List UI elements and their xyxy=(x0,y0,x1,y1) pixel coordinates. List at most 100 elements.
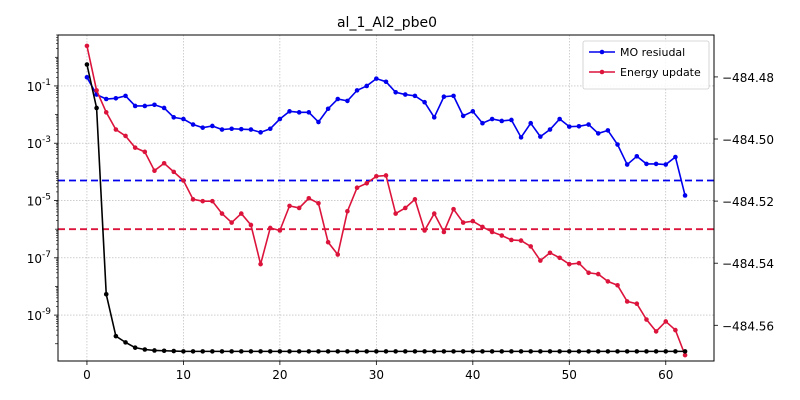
data-point xyxy=(605,279,611,284)
y-left-tick-label: 10-3 xyxy=(27,135,51,151)
data-point xyxy=(142,103,148,109)
data-point xyxy=(219,211,225,216)
data-point xyxy=(460,220,466,225)
data-point xyxy=(219,349,225,354)
data-point xyxy=(663,162,669,167)
data-point xyxy=(470,349,476,354)
data-point xyxy=(460,349,466,354)
data-point xyxy=(480,224,485,230)
data-point xyxy=(94,105,99,111)
data-point xyxy=(287,109,292,114)
legend-label: MO resiudal xyxy=(620,46,685,59)
data-point xyxy=(152,102,157,108)
data-point xyxy=(595,131,601,136)
data-point xyxy=(595,349,601,354)
data-point xyxy=(422,99,427,105)
data-point xyxy=(653,161,659,167)
data-point xyxy=(248,349,254,354)
data-point xyxy=(489,229,495,235)
data-point xyxy=(335,349,341,354)
data-point xyxy=(219,127,225,132)
data-point xyxy=(557,116,562,122)
data-point xyxy=(673,349,678,354)
y-right-tick-label: −484.54 xyxy=(722,257,774,271)
data-point xyxy=(480,120,485,126)
data-point xyxy=(364,180,370,186)
data-point xyxy=(412,93,418,99)
data-point xyxy=(431,115,437,120)
data-point xyxy=(538,258,543,263)
data-point xyxy=(383,173,389,178)
data-point xyxy=(615,349,620,354)
data-point xyxy=(345,98,350,104)
x-tick-label: 30 xyxy=(369,368,384,382)
x-tick-label: 50 xyxy=(562,368,577,382)
data-point xyxy=(103,110,109,115)
data-point xyxy=(210,198,215,204)
data-point xyxy=(103,96,109,102)
data-point xyxy=(451,93,456,99)
data-point xyxy=(229,220,234,225)
data-point xyxy=(576,124,582,129)
data-point xyxy=(682,193,688,198)
data-point xyxy=(123,133,128,139)
data-point xyxy=(190,122,196,127)
data-point xyxy=(422,349,427,354)
data-point xyxy=(142,149,148,155)
data-point xyxy=(499,118,505,124)
y-left-tick-label: 10-9 xyxy=(27,307,52,323)
data-point xyxy=(374,174,379,179)
data-point xyxy=(586,349,591,354)
data-point xyxy=(393,349,398,354)
y-left-tick-label: 10-7 xyxy=(27,250,51,266)
data-point xyxy=(354,88,360,93)
data-point xyxy=(586,270,591,276)
data-point xyxy=(277,228,283,233)
data-point xyxy=(682,349,688,354)
data-point xyxy=(509,237,514,243)
data-point xyxy=(566,349,572,354)
data-point xyxy=(624,162,630,167)
data-point xyxy=(152,348,157,353)
data-point xyxy=(296,205,302,211)
data-point xyxy=(615,282,620,288)
data-point xyxy=(238,126,244,132)
data-point xyxy=(113,96,119,101)
data-point xyxy=(634,301,640,307)
data-point xyxy=(325,239,331,245)
data-point xyxy=(518,349,524,354)
data-point xyxy=(682,352,688,358)
x-tick-label: 10 xyxy=(176,368,191,382)
x-tick-label: 40 xyxy=(465,368,480,382)
data-point xyxy=(576,260,582,266)
data-point xyxy=(364,83,370,89)
data-point xyxy=(605,128,611,133)
data-point xyxy=(441,349,447,354)
data-point xyxy=(277,349,283,354)
data-point xyxy=(528,244,534,249)
y-right-tick-label: −484.56 xyxy=(722,319,774,333)
x-tick-label: 0 xyxy=(83,368,91,382)
data-point xyxy=(161,160,167,166)
chart-title: al_1_Al2_pbe0 xyxy=(337,15,437,31)
data-point xyxy=(644,349,649,354)
data-point xyxy=(210,123,215,129)
data-point xyxy=(267,126,273,132)
data-point xyxy=(354,349,360,354)
data-point xyxy=(258,349,263,354)
data-point xyxy=(673,327,678,333)
data-point xyxy=(171,348,177,354)
data-point xyxy=(84,62,90,67)
data-point xyxy=(277,116,283,122)
data-point xyxy=(267,225,273,231)
data-point xyxy=(248,127,254,132)
data-point xyxy=(441,94,447,100)
data-point xyxy=(84,43,90,49)
data-point xyxy=(615,142,620,147)
data-point xyxy=(509,349,514,354)
data-point xyxy=(171,115,177,120)
data-point xyxy=(142,347,148,352)
legend-label: Energy update xyxy=(620,66,701,79)
data-point xyxy=(634,153,640,159)
data-point xyxy=(374,349,379,354)
